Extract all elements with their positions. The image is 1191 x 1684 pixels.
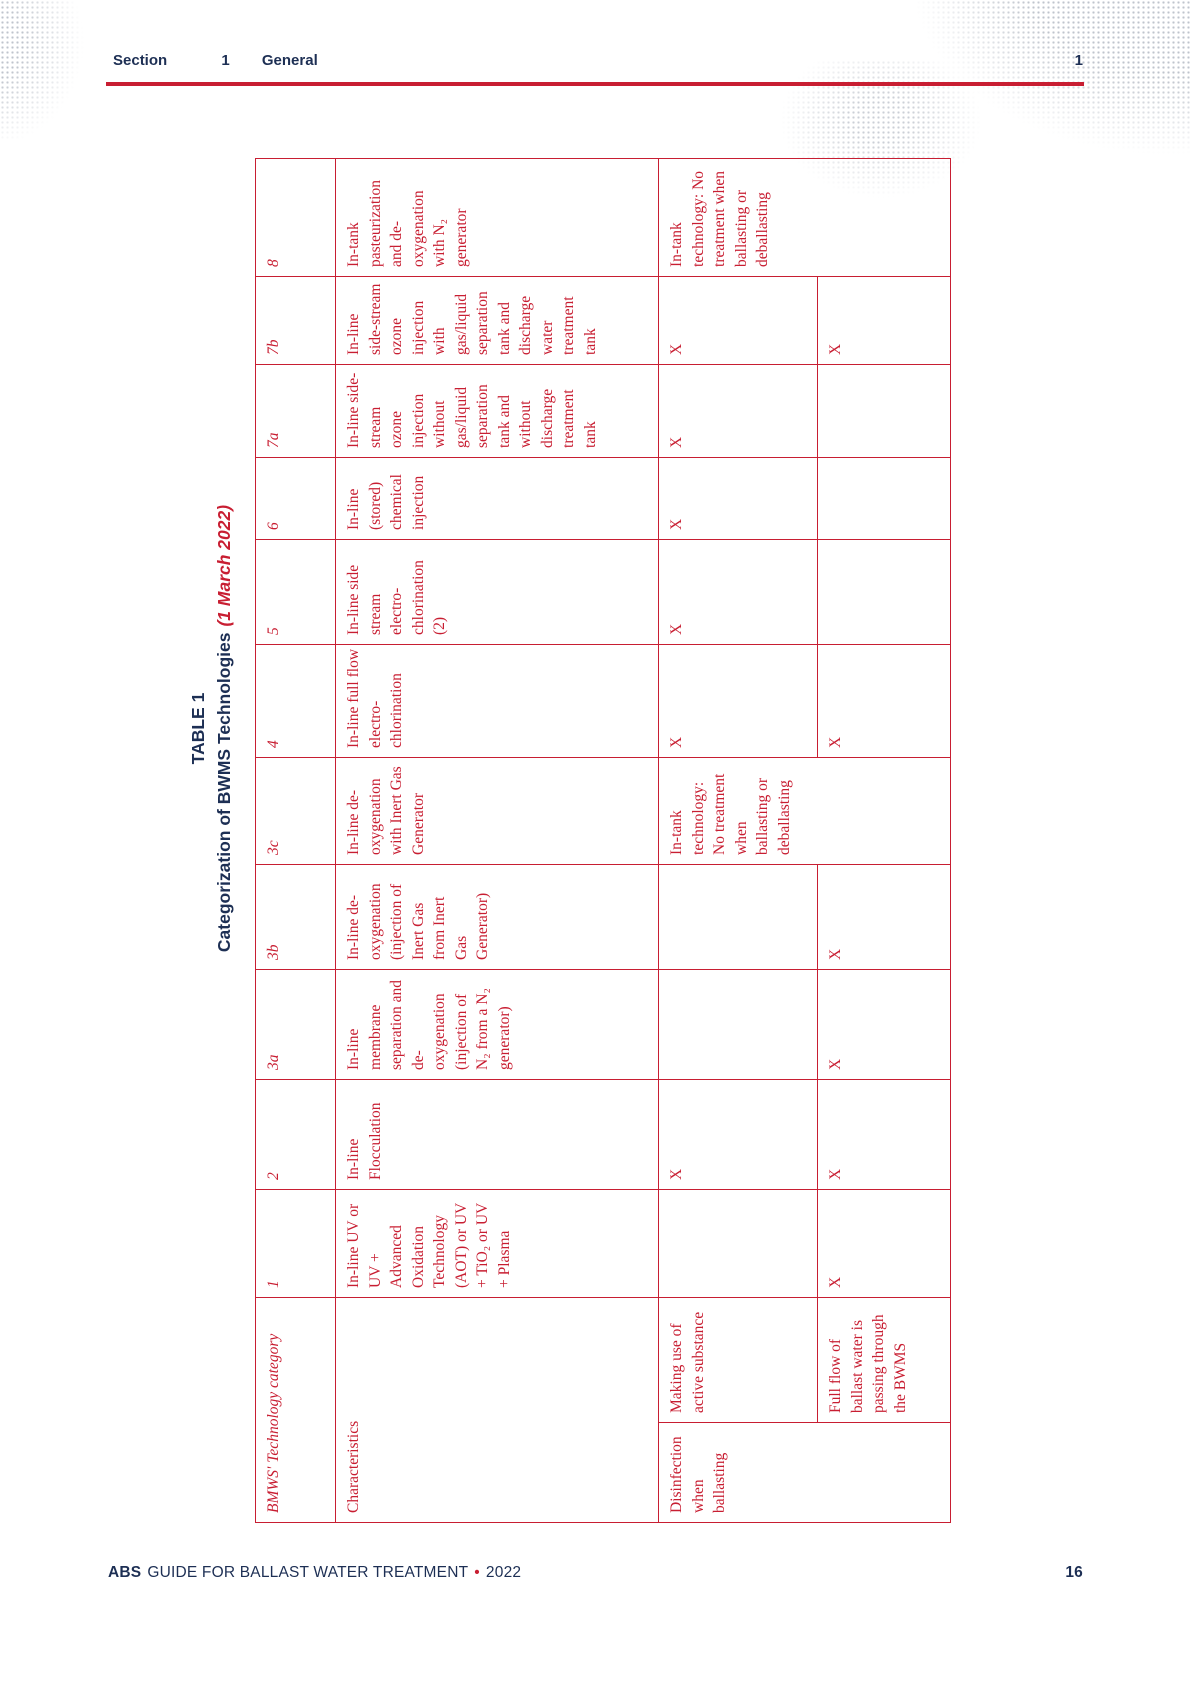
making-use-col-4: X <box>658 644 818 758</box>
col-header-1: 1 <box>255 1189 336 1298</box>
making-use-col-5: X <box>658 539 818 645</box>
table-title-line1: TABLE 1 <box>188 692 208 765</box>
header-rule <box>106 82 1084 86</box>
footer-separator-dot: • <box>474 1564 480 1581</box>
section-heading: Section 1 General <box>113 52 318 69</box>
bwms-technology-table: BMWS' Technology category 1 2 3a 3b 3c 4… <box>255 158 951 1523</box>
table-title: TABLE 1 Categorization of BWMS Technolog… <box>183 159 255 1298</box>
characteristics-col-6: In-line (stored) chemical injection <box>335 457 659 540</box>
making-use-col-2: X <box>658 1079 818 1190</box>
making-use-col-6: X <box>658 457 818 540</box>
full-flow-col-7a <box>817 364 951 458</box>
col-header-3a: 3a <box>255 969 336 1080</box>
in-tank-note-col-3c: In-tank technology: No treatment when ba… <box>658 757 951 865</box>
characteristics-col-1: In-line UV or UV + Advanced Oxidation Te… <box>335 1189 659 1298</box>
full-flow-col-1: X <box>817 1189 951 1298</box>
section-number: 1 <box>221 52 230 69</box>
making-use-col-3a <box>658 969 818 1080</box>
footer-year: 2022 <box>485 1564 522 1581</box>
characteristics-col-3a: In-line membrane separation and de-oxyge… <box>335 969 659 1080</box>
footer-text: ABS GUIDE FOR BALLAST WATER TREATMENT • 202… <box>108 1564 521 1582</box>
making-use-col-7a: X <box>658 364 818 458</box>
making-use-col-1 <box>658 1189 818 1298</box>
characteristics-col-3b: In-line de-oxygenation (injection of Ine… <box>335 864 659 970</box>
characteristics-row: Characteristics In-line UV or UV + Advan… <box>335 158 659 1523</box>
full-flow-col-4: X <box>817 644 951 758</box>
characteristics-col-5: In-line side stream electro-chlorination… <box>335 539 659 645</box>
making-use-col-3b <box>658 864 818 970</box>
rotated-table-area: TABLE 1 Categorization of BWMS Technolog… <box>183 158 951 1523</box>
col-header-8: 8 <box>255 158 336 277</box>
full-flow-col-7b: X <box>817 276 951 365</box>
corner-header-cell: BMWS' Technology category <box>255 1297 336 1523</box>
table-header-row: BMWS' Technology category 1 2 3a 3b 3c 4… <box>255 158 336 1523</box>
in-tank-note-col-8: In-tank technology: No treatment when ba… <box>658 158 951 277</box>
making-use-row: Disinfection when ballasting Making use … <box>658 158 951 1523</box>
row-label-making-use: Making use of active substance <box>658 1297 818 1423</box>
row-label-disinfection: Disinfection when ballasting <box>658 1422 951 1523</box>
col-header-5: 5 <box>255 539 336 645</box>
table-title-line2: Categorization of BWMS Technologies (1 Ma… <box>211 159 237 1298</box>
characteristics-col-4: In-line full flow electro-chlorination <box>335 644 659 758</box>
full-flow-col-6 <box>817 457 951 540</box>
characteristics-col-3c: In-line de-oxygenation with Inert Gas Ge… <box>335 757 659 865</box>
characteristics-col-7a: In-line side-stream ozone injection with… <box>335 364 659 458</box>
footer-brand: ABS <box>108 1564 142 1581</box>
header-page-number: 1 <box>1074 52 1083 69</box>
col-header-6: 6 <box>255 457 336 540</box>
table-title-date: (1 March 2022) <box>214 504 234 627</box>
characteristics-col-7b: In-line side-stream ozone injection with… <box>335 276 659 365</box>
col-header-2: 2 <box>255 1079 336 1190</box>
characteristics-col-2: In-line Flocculation <box>335 1079 659 1190</box>
col-header-3b: 3b <box>255 864 336 970</box>
col-header-3c: 3c <box>255 757 336 865</box>
col-header-4: 4 <box>255 644 336 758</box>
section-title: General <box>261 52 318 69</box>
page-header: Section 1 General 1 <box>113 52 1083 69</box>
col-header-7b: 7b <box>255 276 336 365</box>
section-label: Section <box>113 52 168 69</box>
col-header-7a: 7a <box>255 364 336 458</box>
page-footer: ABS GUIDE FOR BALLAST WATER TREATMENT • 202… <box>108 1564 1083 1582</box>
making-use-col-7b: X <box>658 276 818 365</box>
halftone-decoration-top-left <box>0 0 130 140</box>
full-flow-col-2: X <box>817 1079 951 1190</box>
footer-page-number: 16 <box>1065 1564 1083 1581</box>
characteristics-col-8: In-tank pasteurization and de-oxygenatio… <box>335 158 659 277</box>
full-flow-col-3a: X <box>817 969 951 1080</box>
table-title-text: Categorization of BWMS Technologies <box>214 632 234 953</box>
full-flow-col-5 <box>817 539 951 645</box>
row-label-characteristics: Characteristics <box>335 1297 659 1523</box>
full-flow-col-3b: X <box>817 864 951 970</box>
footer-guide-title: GUIDE FOR BALLAST WATER TREATMENT <box>147 1564 469 1581</box>
row-label-full-flow: Full flow of ballast water is passing th… <box>817 1297 951 1423</box>
